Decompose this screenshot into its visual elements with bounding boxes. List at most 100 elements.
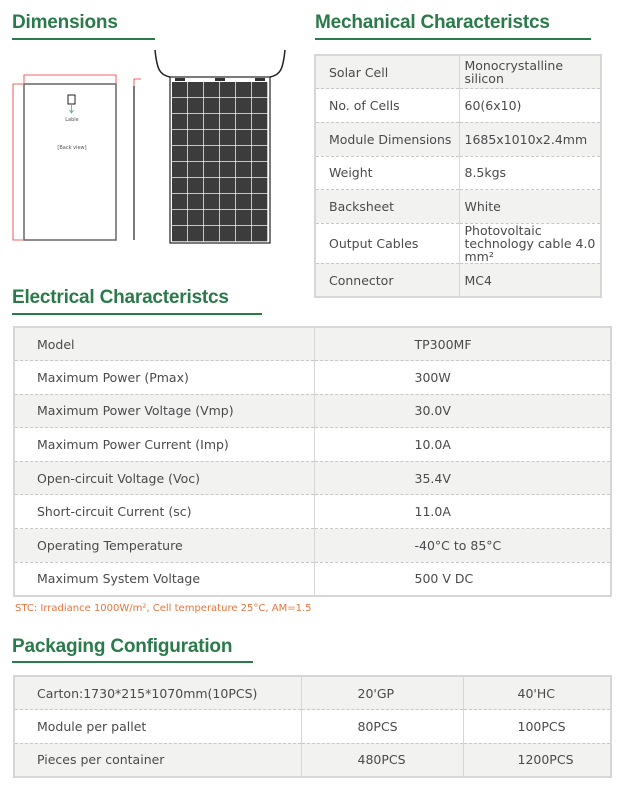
row-value: 11.0A [314,494,611,530]
solar-cell [188,114,204,130]
solar-cell [204,210,220,226]
packaging-underline [12,661,253,663]
solar-cell [252,178,268,194]
solar-cell [220,226,236,242]
table-row: Output Cables Photovoltaic technology cab… [315,223,601,264]
solar-cell [188,226,204,242]
mechanical-underline [315,38,591,40]
solar-cell [220,178,236,194]
mechanical-table: Solar Cell Monocrystalline silicon No. of … [314,54,602,299]
stc-note: STC: Irradiance 1000W/m², Cell temperatu… [15,603,312,614]
row-value: 1685x1010x2.4mm [459,122,601,157]
solar-cell [236,98,252,114]
row-value: -40°C to 85°C [314,528,611,563]
solar-cell [252,194,268,210]
row-label: Module Dimensions [315,122,460,157]
solar-cell [204,82,220,98]
solar-cell [252,210,268,226]
row-label: Solar Cell [315,55,460,90]
row-label: Short-circuit Current (sc) [14,494,315,530]
table-row: Model TP300MF [14,327,611,362]
row-label: Pieces per container [14,743,302,778]
row-label: Carton:1730*215*1070mm(10PCS) [14,676,302,711]
solar-cell [172,82,188,98]
row-value: 60(6x10) [459,88,601,123]
table-row: Maximum Power Voltage (Vmp) 30.0V [14,394,611,429]
row-value: 80PCS [301,709,464,744]
solar-cell [188,130,204,146]
solar-cell [252,114,268,130]
solar-cell [188,82,204,98]
row-label: Maximum System Voltage [14,562,315,596]
solar-cell [252,146,268,162]
solar-cell [236,178,252,194]
solar-cell [172,130,188,146]
solar-cell [204,146,220,162]
electrical-title: Electrical Characteristcs [12,287,229,308]
solar-cell [204,114,220,130]
solar-cell [204,162,220,178]
solar-cell [236,194,252,210]
solar-cell [252,82,268,98]
solar-cell [204,98,220,114]
row-value: Monocrystalline silicon [459,55,601,90]
front-view-panel [154,49,286,244]
row-label: Output Cables [315,223,460,264]
row-value: 100PCS [463,709,611,744]
dimensions-title: Dimensions [12,12,118,33]
table-row: Module per pallet 80PCS 100PCS [14,709,611,744]
solar-cell [252,130,268,146]
table-row: Maximum Power Current (Imp) 10.0A [14,427,611,462]
row-value: 35.4V [314,461,611,496]
row-value: 30.0V [314,394,611,429]
solar-cell [220,82,236,98]
row-value: White [459,189,601,224]
table-row: Maximum Power (Pmax) 300W [14,360,611,395]
solar-cell [220,210,236,226]
solar-cell [172,194,188,210]
row-label: Weight [315,156,460,191]
solar-cell [236,162,252,178]
solar-cell [220,194,236,210]
row-value: 300W [314,360,611,395]
table-row: Operating Temperature -40°C to 85°C [14,528,611,563]
solar-cell [236,114,252,130]
side-view-diagram [133,78,141,240]
dimensions-underline [12,38,155,40]
table-row: Maximum System Voltage 500 V DC [14,562,611,596]
solar-cell [220,114,236,130]
solar-cell [172,162,188,178]
electrical-table: Model TP300MF Maximum Power (Pmax) 300W Maxi… [13,326,612,597]
solar-cell [172,146,188,162]
row-label: Open-circuit Voltage (Voc) [14,461,315,496]
back-view-diagram: Lable [Back view] [12,74,117,241]
table-row: Pieces per container 480PCS 1200PCS [14,743,611,778]
row-label: Module per pallet [14,709,302,744]
mechanical-title: Mechanical Characteristcs [315,12,550,33]
solar-cell [204,178,220,194]
solar-cell [172,114,188,130]
solar-cell [220,146,236,162]
solar-cell [188,98,204,114]
row-value: TP300MF [314,327,611,362]
solar-cell [220,98,236,114]
row-label: Maximum Power Current (Imp) [14,427,315,462]
row-value: 10.0A [314,427,611,462]
solar-cell [236,226,252,242]
solar-cell [252,162,268,178]
packaging-table: Carton:1730*215*1070mm(10PCS) 20'GP 40'HC M… [13,675,612,779]
packaging-title: Packaging Configuration [12,636,233,657]
dimensions-drawing: Lable [Back view] [12,49,286,244]
table-row: Carton:1730*215*1070mm(10PCS) 20'GP 40'HC [14,676,611,711]
solar-cell [172,98,188,114]
solar-cell [188,146,204,162]
table-row: Weight 8.5kgs [315,156,601,191]
row-value: 20'GP [301,676,464,711]
solar-cell [172,226,188,242]
solar-cell [204,194,220,210]
row-label: Model [14,327,315,362]
solar-cell [188,210,204,226]
solar-cell [236,130,252,146]
electrical-underline [12,313,262,315]
row-label: Backsheet [315,189,460,224]
